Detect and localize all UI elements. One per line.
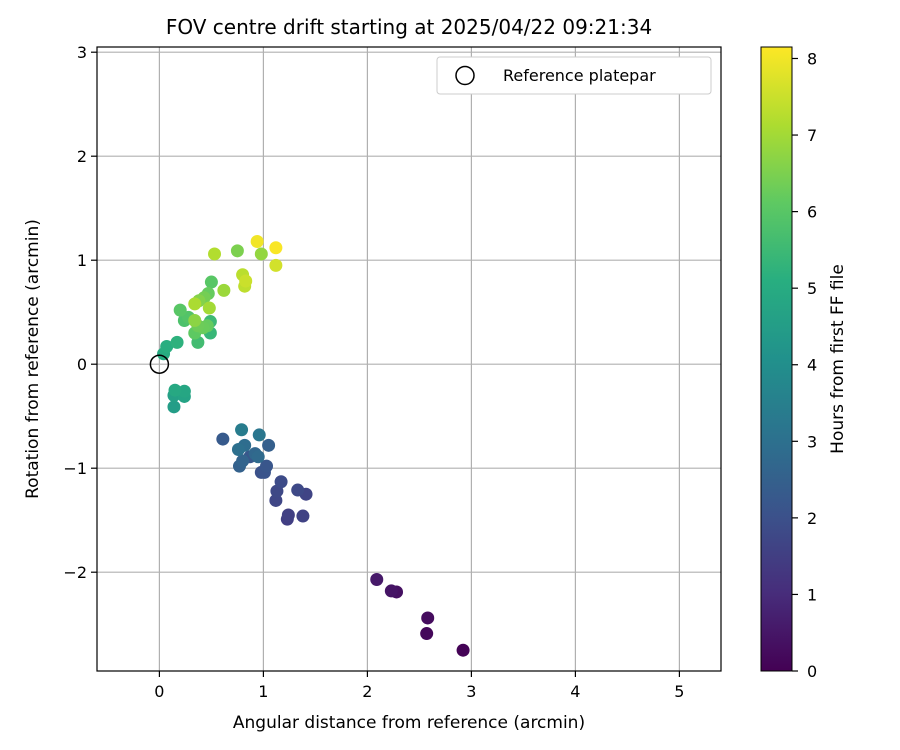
- data-point: [208, 247, 222, 261]
- legend-box: [436, 56, 712, 95]
- data-point: [231, 442, 245, 456]
- data-point: [239, 274, 253, 288]
- x-tick-label: 1: [258, 682, 268, 701]
- legend-marker-reference: [455, 65, 475, 86]
- reference-point-marker: [149, 354, 170, 374]
- data-point: [262, 438, 276, 452]
- x-tick-label: 2: [362, 682, 372, 701]
- data-point: [235, 423, 249, 437]
- legend: Reference platepar: [436, 56, 712, 95]
- data-point: [204, 275, 218, 289]
- y-tick-label: 1: [77, 251, 87, 270]
- y-tick-label: −1: [63, 459, 87, 478]
- colorbar: 0 1 2 3 4 5 6 7 8 Hours from first FF file: [760, 46, 848, 681]
- data-point: [254, 247, 268, 261]
- data-point: [420, 627, 434, 641]
- colorbar-ticks: 0 1 2 3 4 5 6 7 8: [792, 49, 817, 681]
- colorbar-tick-label: 5: [807, 279, 817, 298]
- data-point: [421, 611, 435, 625]
- colorbar-tick-label: 0: [807, 662, 817, 681]
- grid-lines: [97, 47, 721, 671]
- data-point: [260, 459, 274, 473]
- y-axis-label: Rotation from reference (arcmin): [23, 219, 43, 499]
- data-point: [456, 643, 470, 657]
- x-tick-label: 0: [154, 682, 164, 701]
- legend-label-reference: Reference platepar: [503, 66, 656, 85]
- data-point: [167, 400, 181, 414]
- x-tick-label: 3: [466, 682, 476, 701]
- data-point: [188, 297, 202, 311]
- data-point: [230, 244, 244, 258]
- x-tick-label: 4: [570, 682, 580, 701]
- data-point: [160, 340, 174, 354]
- y-tick-label: 3: [77, 43, 87, 62]
- x-axis-ticks: 0 1 2 3 4 5: [154, 671, 684, 701]
- y-tick-label: 0: [77, 355, 87, 374]
- data-point: [168, 383, 182, 397]
- colorbar-gradient: [760, 46, 793, 672]
- x-axis-label: Angular distance from reference (arcmin): [233, 713, 585, 733]
- y-tick-label: −2: [63, 563, 87, 582]
- chart-title: FOV centre drift starting at 2025/04/22 …: [166, 15, 652, 39]
- colorbar-tick-label: 8: [807, 49, 817, 68]
- colorbar-tick-label: 6: [807, 203, 817, 222]
- data-point: [296, 509, 310, 523]
- data-point: [291, 483, 305, 497]
- colorbar-label: Hours from first FF file: [828, 264, 848, 454]
- data-point: [217, 283, 231, 297]
- plot-frame: [96, 46, 722, 672]
- data-points: [157, 234, 470, 657]
- colorbar-tick-label: 7: [807, 126, 817, 145]
- data-point: [269, 258, 283, 272]
- colorbar-tick-label: 4: [807, 356, 817, 375]
- data-point: [274, 475, 288, 489]
- y-axis-ticks: −2 −1 0 1 2 3: [63, 43, 97, 582]
- colorbar-tick-label: 1: [807, 585, 817, 604]
- data-point: [370, 572, 384, 586]
- data-point: [250, 234, 264, 248]
- data-point: [236, 454, 250, 468]
- data-point: [188, 314, 202, 328]
- x-tick-label: 5: [674, 682, 684, 701]
- data-point: [216, 432, 230, 446]
- colorbar-tick-label: 3: [807, 432, 817, 451]
- data-point: [384, 584, 398, 598]
- data-point: [281, 508, 295, 522]
- data-point: [251, 450, 265, 464]
- colorbar-tick-label: 2: [807, 509, 817, 528]
- data-point: [269, 241, 283, 255]
- data-point: [170, 335, 184, 349]
- data-point: [173, 303, 187, 317]
- data-point: [202, 301, 216, 315]
- y-tick-label: 2: [77, 147, 87, 166]
- data-point: [252, 428, 266, 442]
